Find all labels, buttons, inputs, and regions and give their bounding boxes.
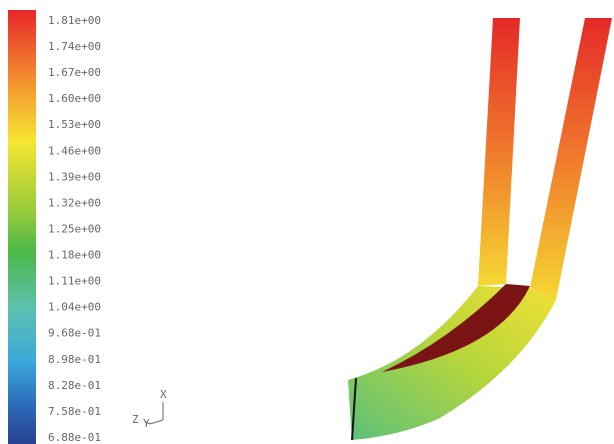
colorbar-label: 1.67e+00 [48, 66, 101, 79]
colorbar [8, 10, 36, 444]
colorbar-label: 6.88e-01 [48, 431, 101, 444]
left-leg [478, 18, 520, 286]
axis-z-label: Z [132, 413, 139, 426]
colorbar-label: 7.58e-01 [48, 405, 101, 418]
colorbar-label: 1.74e+00 [48, 40, 101, 53]
colorbar-label: 1.32e+00 [48, 196, 101, 209]
colorbar-label: 1.60e+00 [48, 92, 101, 105]
colorbar-label: 1.18e+00 [48, 249, 101, 262]
colorbar-label: 8.98e-01 [48, 353, 101, 366]
colorbar-label: 1.81e+00 [48, 14, 101, 27]
duct [348, 286, 556, 440]
colorbar-label: 1.04e+00 [48, 301, 101, 314]
viewer: 1.81e+00 1.74e+00 1.67e+00 1.60e+00 1.53e+00… [0, 0, 614, 444]
colorbar-label: 1.46e+00 [48, 144, 101, 157]
axis-y-label: Y [143, 417, 150, 430]
colorbar-label: 1.53e+00 [48, 118, 101, 131]
axis-x-label: X [160, 388, 167, 401]
colorbar-label: 1.11e+00 [48, 275, 101, 288]
colorbar-label: 1.39e+00 [48, 170, 101, 183]
colorbar-label: 9.68e-01 [48, 327, 101, 340]
colorbar-label: 8.28e-01 [48, 379, 101, 392]
contour-view: 1.81e+00 1.74e+00 1.67e+00 1.60e+00 1.53e+00… [0, 0, 614, 444]
right-leg [530, 18, 612, 300]
colorbar-label: 1.25e+00 [48, 222, 101, 235]
